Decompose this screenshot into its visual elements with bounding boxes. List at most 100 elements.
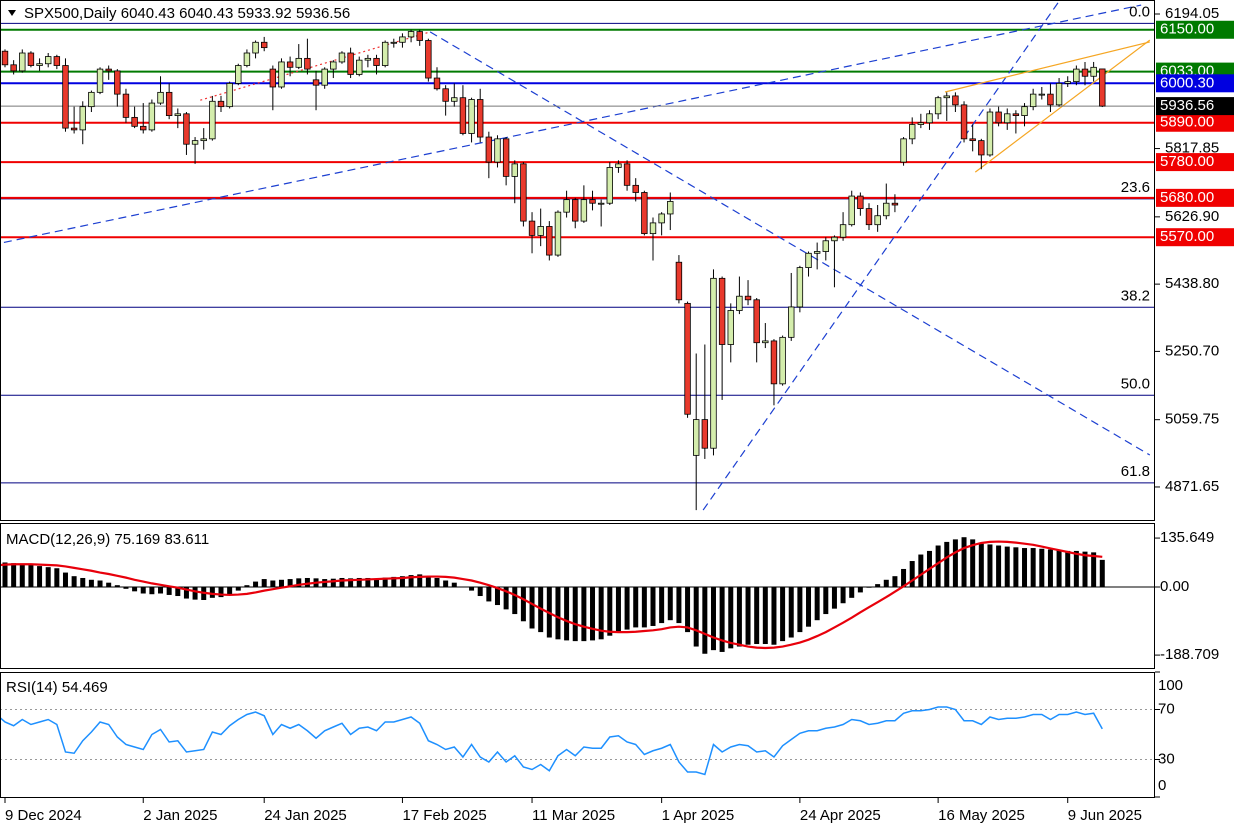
header: SPX500,Daily 6040.43 6040.43 5933.92 593… [24, 5, 350, 22]
macd-bar [520, 587, 526, 622]
macd-bar [996, 545, 1002, 588]
macd-bar [62, 572, 68, 588]
macd-bar [572, 587, 578, 642]
macd-bar [1091, 552, 1097, 588]
candle-body [589, 199, 596, 204]
rsi-line [0, 706, 1103, 776]
candle-body [304, 57, 311, 70]
candle-body [978, 140, 985, 156]
candle-body [874, 215, 881, 226]
macd-bar [512, 587, 518, 615]
price-frame [0, 0, 1155, 521]
rsi-frame [0, 672, 1155, 798]
candle-body [1090, 66, 1097, 77]
fib-label: 38.2 [1121, 287, 1150, 304]
macd-bar [365, 577, 371, 588]
x-tick-label: 24 Apr 2025 [800, 807, 881, 824]
rsi-last: 54.469 [62, 679, 108, 696]
candle-body [468, 99, 475, 134]
macd-bar [590, 587, 596, 641]
macd-bar [374, 578, 380, 588]
macd-bar [788, 587, 794, 638]
candle-body [1047, 93, 1054, 106]
rsi-tick-label: 70 [1158, 700, 1175, 717]
macd-bar [1099, 559, 1105, 588]
macd-bar [866, 587, 872, 588]
macd-bar [304, 577, 310, 588]
macd-bar [45, 567, 51, 588]
macd-bar [952, 539, 958, 588]
macd-bar [11, 563, 17, 588]
macd-bar [581, 587, 587, 642]
macd-bar [287, 579, 293, 588]
candle-body [943, 95, 950, 99]
candle-body [693, 419, 700, 456]
candle-body [883, 202, 890, 217]
candle-body [1021, 106, 1028, 116]
candle-body [710, 277, 717, 449]
candle-body [131, 116, 138, 127]
macd-bar [469, 587, 475, 591]
macd-bar [114, 585, 120, 588]
low: 5933.92 [238, 5, 292, 22]
candle-body [580, 199, 588, 222]
candle-body [1, 50, 9, 66]
candle-body [62, 65, 69, 129]
candle-body [865, 208, 873, 226]
macd-bar [1073, 550, 1079, 588]
candle-body [459, 97, 467, 134]
macd-bar [382, 577, 388, 588]
candle-body [53, 56, 61, 66]
macd-bar [831, 587, 837, 609]
fib-label: 0.0 [1129, 3, 1150, 20]
macd-bar [28, 564, 34, 588]
candle-body [986, 111, 994, 156]
candle-body [770, 340, 778, 385]
macd-bar [1022, 548, 1028, 588]
y-tick-label: 5817.85 [1165, 140, 1219, 157]
y-tick-label: 5250.70 [1165, 342, 1219, 359]
macd-bar [970, 539, 976, 588]
macd-bar [1056, 550, 1062, 588]
candle-body [675, 261, 683, 301]
candle-body [952, 95, 959, 106]
candle-body [114, 70, 121, 95]
candle-body [364, 57, 372, 61]
macd-bar [754, 587, 760, 645]
candle-body [494, 138, 501, 163]
candle-body [1064, 81, 1071, 84]
macd-bar [1039, 548, 1045, 588]
macd-bar [728, 587, 734, 649]
candle-body [36, 63, 43, 66]
macd-bar [330, 578, 336, 588]
macd-bar [425, 576, 431, 588]
macd-bar [296, 578, 302, 588]
candle-body [148, 102, 156, 131]
macd-bar [227, 587, 233, 595]
macd-bar [797, 587, 803, 633]
macd-bar [158, 587, 164, 594]
macd-bar [823, 587, 829, 615]
candle-body [27, 52, 35, 66]
close: 5936.56 [296, 5, 350, 22]
candle-body [226, 83, 233, 108]
candle-body [88, 91, 95, 108]
price-panel [0, 0, 1155, 511]
rsi-tick-label: 100 [1158, 677, 1183, 694]
macd-bar [944, 541, 950, 588]
macd-bar [1004, 546, 1010, 588]
macd-bar [434, 577, 440, 588]
macd-bar [555, 587, 561, 640]
candle-body [537, 226, 544, 236]
y-tick-label: 5059.75 [1165, 411, 1219, 428]
candle-body [528, 220, 536, 236]
candle-body [416, 31, 423, 41]
macd-bar [814, 587, 820, 621]
macd-bar [892, 576, 898, 588]
candle-body [563, 199, 570, 213]
macd-bar [564, 587, 570, 641]
candle-body [174, 113, 181, 116]
macd-signal [0, 540, 1103, 650]
macd-bar [261, 579, 267, 588]
macd-bar [667, 587, 673, 621]
